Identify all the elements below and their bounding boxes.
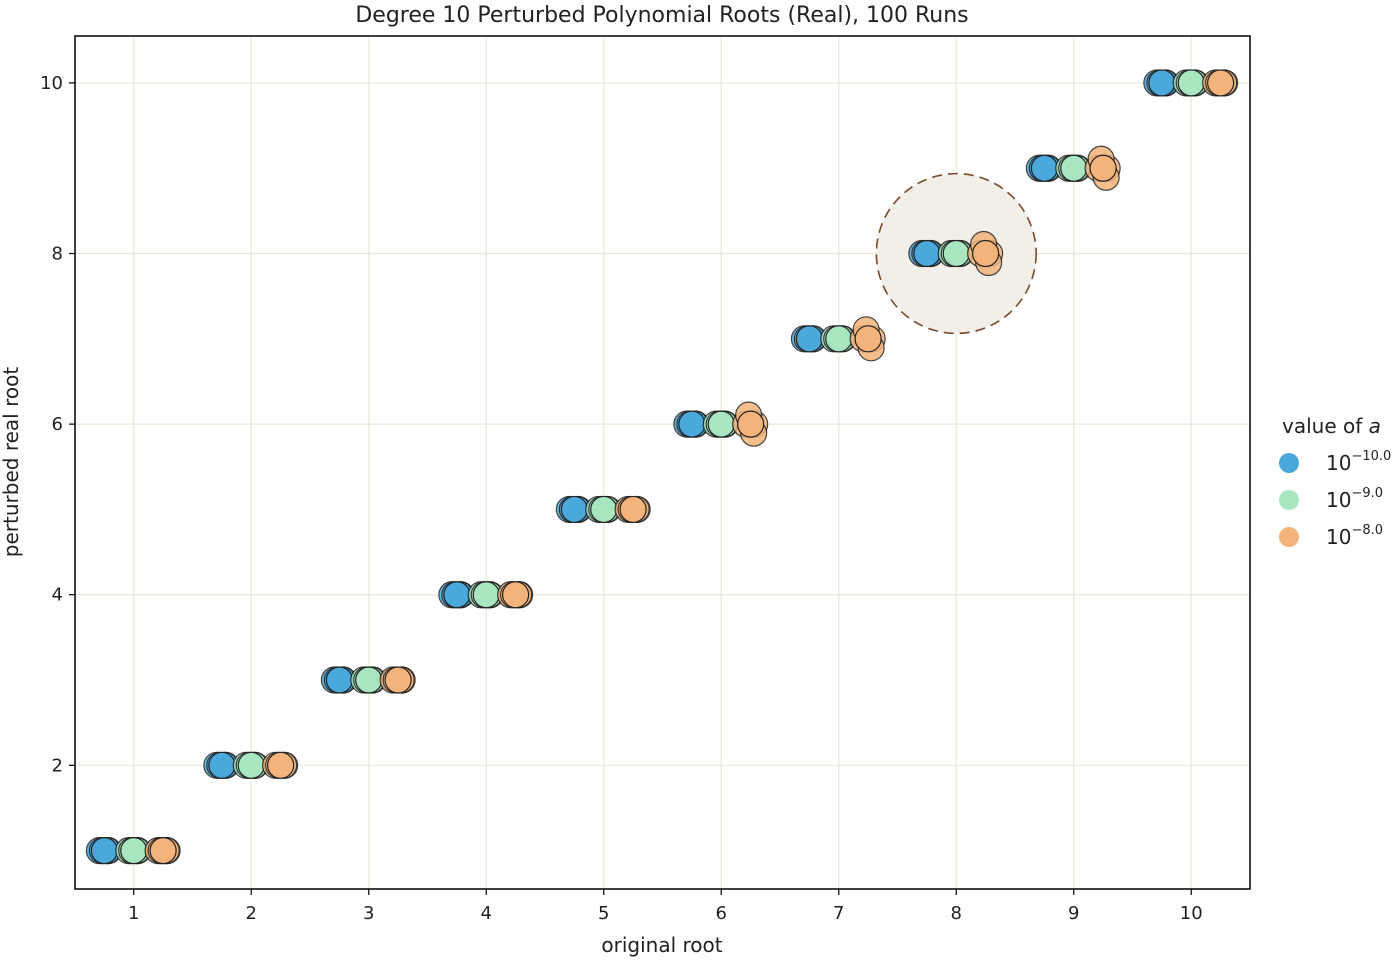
chart-title: Degree 10 Perturbed Polynomial Roots (Re… xyxy=(355,3,968,28)
data-point xyxy=(149,837,177,865)
data-point xyxy=(1030,154,1058,182)
legend: value of a 10−10.0 10−9.0 10−8.0 xyxy=(1279,414,1391,549)
data-point xyxy=(90,837,118,865)
legend-marker xyxy=(1279,453,1299,473)
x-tick-label: 1 xyxy=(128,903,139,924)
plot-frame xyxy=(74,35,1251,890)
data-point xyxy=(120,837,148,865)
data-point xyxy=(1089,154,1117,182)
y-tick-label: 4 xyxy=(52,585,63,606)
x-tick-label: 10 xyxy=(1180,903,1203,924)
legend-marker xyxy=(1279,490,1299,510)
y-axis-label: perturbed real root xyxy=(0,367,23,558)
x-tick-label: 8 xyxy=(951,903,962,924)
data-point xyxy=(913,239,941,268)
x-tick-label: 5 xyxy=(598,903,609,924)
data-points xyxy=(85,69,1239,865)
data-point xyxy=(1060,154,1088,182)
x-tick-label: 7 xyxy=(833,903,844,924)
data-point xyxy=(707,410,735,438)
data-point xyxy=(737,410,765,438)
data-point xyxy=(795,325,823,353)
data-point xyxy=(854,325,882,353)
data-point xyxy=(619,495,647,524)
x-tick-label: 6 xyxy=(716,903,727,924)
x-axis-label: original root xyxy=(601,933,722,957)
legend-items: 10−10.0 10−9.0 10−8.0 xyxy=(1279,449,1391,549)
data-point xyxy=(384,666,412,694)
data-point xyxy=(942,239,970,268)
data-point xyxy=(560,495,588,524)
legend-label: 10−10.0 xyxy=(1326,449,1391,475)
legend-title-symbol: a xyxy=(1369,414,1381,438)
legend-label: 10−8.0 xyxy=(1326,523,1383,549)
legend-label: 10−9.0 xyxy=(1326,486,1383,512)
data-point xyxy=(1177,69,1205,97)
data-point xyxy=(1207,69,1235,97)
data-point xyxy=(825,325,853,353)
legend-title-text: value of xyxy=(1282,414,1369,438)
x-tick-label: 9 xyxy=(1068,903,1079,924)
data-point xyxy=(502,581,530,609)
legend-marker xyxy=(1279,527,1299,547)
data-point xyxy=(237,751,265,779)
data-point xyxy=(590,495,618,524)
data-point xyxy=(1148,69,1176,97)
data-point xyxy=(472,581,500,609)
y-tick-label: 8 xyxy=(52,244,63,265)
data-point xyxy=(972,239,1000,268)
data-point xyxy=(355,666,383,694)
y-tick-label: 6 xyxy=(52,414,63,435)
y-tick-label: 10 xyxy=(40,73,63,94)
data-point xyxy=(267,751,295,779)
legend-title: value of a xyxy=(1282,414,1381,438)
y-axis-ticks: 2 4 6 8 10 xyxy=(40,73,75,776)
x-tick-label: 2 xyxy=(246,903,257,924)
data-point xyxy=(443,581,471,609)
x-tick-label: 3 xyxy=(363,903,374,924)
x-axis-ticks: 1 2 3 4 5 6 7 8 9 10 xyxy=(128,889,1203,924)
data-point xyxy=(208,751,236,779)
y-tick-label: 2 xyxy=(52,755,63,776)
data-point xyxy=(325,666,353,694)
data-point xyxy=(678,410,706,438)
x-tick-label: 4 xyxy=(481,903,492,924)
